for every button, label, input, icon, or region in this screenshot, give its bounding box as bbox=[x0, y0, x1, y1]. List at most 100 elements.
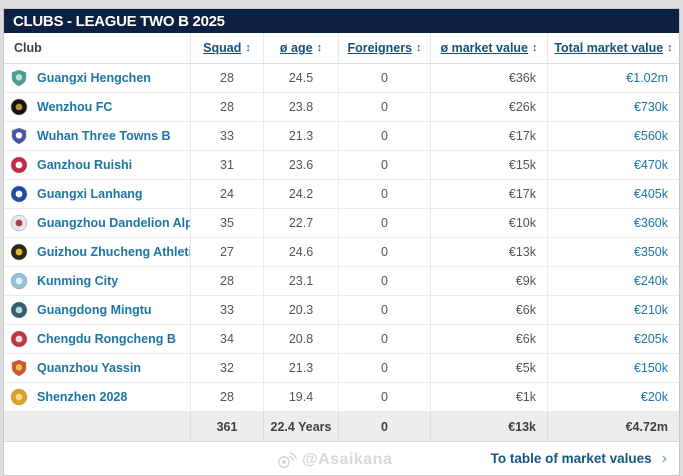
column-header-squad[interactable]: Squad ↕ bbox=[190, 33, 263, 63]
total-market-value-cell: €20k bbox=[547, 383, 679, 411]
avg-market-value-cell: €36k bbox=[430, 64, 547, 92]
squad-cell: 34 bbox=[190, 325, 263, 353]
total-market-value-link[interactable]: €210k bbox=[633, 303, 668, 317]
total-market-value-link[interactable]: €20k bbox=[640, 390, 668, 404]
foreigners-cell: 0 bbox=[338, 180, 430, 208]
table-row: Ganzhou Ruishi 31 23.6 0 €15k €470k bbox=[4, 151, 679, 180]
squad-cell: 35 bbox=[190, 209, 263, 237]
avg-market-value-cell: €13k bbox=[430, 238, 547, 266]
sort-icon[interactable]: ↕ bbox=[667, 42, 673, 54]
club-cell: Guizhou Zhucheng Athletic bbox=[4, 238, 190, 266]
squad-cell: 28 bbox=[190, 64, 263, 92]
totals-avg-market-value-cell: €13k bbox=[430, 412, 547, 441]
club-cell: Wenzhou FC bbox=[4, 93, 190, 121]
club-logo-icon bbox=[10, 301, 28, 319]
total-market-value-cell: €360k bbox=[547, 209, 679, 237]
total-market-value-link[interactable]: €1.02m bbox=[626, 71, 668, 85]
avg-age-cell: 21.3 bbox=[263, 122, 338, 150]
column-header-squad-label[interactable]: Squad bbox=[203, 41, 242, 55]
club-cell: Guangxi Lanhang bbox=[4, 180, 190, 208]
club-link[interactable]: Shenzhen 2028 bbox=[37, 390, 128, 404]
club-logo-icon bbox=[10, 98, 28, 116]
sort-icon[interactable]: ↕ bbox=[532, 42, 538, 54]
club-link[interactable]: Guangxi Lanhang bbox=[37, 187, 143, 201]
column-header-total-market-value[interactable]: Total market value ↕ bbox=[547, 33, 679, 63]
column-header-avg-market-value-label[interactable]: ø market value bbox=[440, 41, 529, 55]
total-market-value-cell: €1.02m bbox=[547, 64, 679, 92]
table-row: Shenzhen 2028 28 19.4 0 €1k €20k bbox=[4, 383, 679, 412]
avg-age-cell: 23.8 bbox=[263, 93, 338, 121]
squad-cell: 32 bbox=[190, 354, 263, 382]
table-header-row: Club Squad ↕ ø age ↕ Foreigners ↕ ø mark… bbox=[4, 33, 679, 64]
club-link[interactable]: Kunming City bbox=[37, 274, 119, 288]
club-cell: Wuhan Three Towns B bbox=[4, 122, 190, 150]
foreigners-cell: 0 bbox=[338, 267, 430, 295]
table-row: Guangxi Lanhang 24 24.2 0 €17k €405k bbox=[4, 180, 679, 209]
column-header-foreigners-label[interactable]: Foreigners bbox=[347, 41, 413, 55]
avg-age-cell: 24.5 bbox=[263, 64, 338, 92]
club-link[interactable]: Wuhan Three Towns B bbox=[37, 129, 171, 143]
market-values-link-label[interactable]: To table of market values bbox=[490, 451, 652, 466]
club-link[interactable]: Guangzhou Dandelion Alpha bbox=[37, 216, 190, 230]
squad-cell: 31 bbox=[190, 151, 263, 179]
totals-avg-age-cell: 22.4 Years bbox=[263, 412, 338, 441]
squad-cell: 33 bbox=[190, 296, 263, 324]
sort-icon[interactable]: ↕ bbox=[416, 42, 422, 54]
panel-title: CLUBS - LEAGUE TWO B 2025 bbox=[13, 12, 225, 30]
club-link[interactable]: Ganzhou Ruishi bbox=[37, 158, 133, 172]
total-market-value-cell: €560k bbox=[547, 122, 679, 150]
market-values-link[interactable]: To table of market values › bbox=[491, 450, 667, 468]
totals-foreigners-cell: 0 bbox=[338, 412, 430, 441]
foreigners-cell: 0 bbox=[338, 354, 430, 382]
sort-icon[interactable]: ↕ bbox=[316, 42, 323, 54]
club-logo-icon bbox=[10, 214, 28, 232]
chevron-right-icon: › bbox=[661, 449, 667, 467]
club-logo-icon bbox=[10, 243, 28, 261]
avg-market-value-cell: €6k bbox=[430, 325, 547, 353]
squad-cell: 24 bbox=[190, 180, 263, 208]
club-link[interactable]: Wenzhou FC bbox=[37, 100, 113, 114]
avg-age-cell: 23.6 bbox=[263, 151, 338, 179]
club-link[interactable]: Guizhou Zhucheng Athletic bbox=[37, 245, 190, 259]
club-cell: Guangzhou Dandelion Alpha bbox=[4, 209, 190, 237]
foreigners-cell: 0 bbox=[338, 383, 430, 411]
total-market-value-link[interactable]: €205k bbox=[633, 332, 668, 346]
table-row: Wuhan Three Towns B 33 21.3 0 €17k €560k bbox=[4, 122, 679, 151]
total-market-value-cell: €405k bbox=[547, 180, 679, 208]
total-market-value-link[interactable]: €150k bbox=[633, 361, 668, 375]
club-logo-icon bbox=[10, 388, 28, 406]
total-market-value-link[interactable]: €470k bbox=[633, 158, 668, 172]
avg-market-value-cell: €15k bbox=[430, 151, 547, 179]
table-row: Guizhou Zhucheng Athletic 27 24.6 0 €13k… bbox=[4, 238, 679, 267]
total-market-value-link[interactable]: €730k bbox=[633, 100, 668, 114]
club-cell: Shenzhen 2028 bbox=[4, 383, 190, 411]
sort-icon[interactable]: ↕ bbox=[245, 42, 251, 54]
total-market-value-link[interactable]: €560k bbox=[633, 129, 668, 143]
foreigners-cell: 0 bbox=[338, 122, 430, 150]
club-link[interactable]: Guangxi Hengchen bbox=[37, 71, 151, 85]
column-header-avg-age-label[interactable]: ø age bbox=[279, 41, 313, 55]
column-header-total-market-value-label[interactable]: Total market value bbox=[554, 41, 664, 55]
club-link[interactable]: Chengdu Rongcheng B bbox=[37, 332, 176, 346]
bottom-bar: @Asaikana To table of market values › bbox=[4, 442, 679, 475]
total-market-value-link[interactable]: €360k bbox=[633, 216, 668, 230]
table-row: Guangzhou Dandelion Alpha 35 22.7 0 €10k… bbox=[4, 209, 679, 238]
total-market-value-link[interactable]: €240k bbox=[633, 274, 668, 288]
total-market-value-link[interactable]: €350k bbox=[633, 245, 668, 259]
club-link[interactable]: Quanzhou Yassin bbox=[37, 361, 141, 375]
avg-age-cell: 20.8 bbox=[263, 325, 338, 353]
avg-market-value-cell: €1k bbox=[430, 383, 547, 411]
column-header-foreigners[interactable]: Foreigners ↕ bbox=[338, 33, 430, 63]
total-market-value-link[interactable]: €405k bbox=[633, 187, 668, 201]
foreigners-cell: 0 bbox=[338, 151, 430, 179]
club-logo-icon bbox=[10, 127, 28, 145]
table-row: Guangxi Hengchen 28 24.5 0 €36k €1.02m bbox=[4, 64, 679, 93]
column-header-avg-market-value[interactable]: ø market value ↕ bbox=[430, 33, 547, 63]
club-link[interactable]: Guangdong Mingtu bbox=[37, 303, 152, 317]
club-cell: Quanzhou Yassin bbox=[4, 354, 190, 382]
club-logo-icon bbox=[10, 69, 28, 87]
club-logo-icon bbox=[10, 185, 28, 203]
column-header-avg-age[interactable]: ø age ↕ bbox=[263, 33, 338, 63]
squad-cell: 28 bbox=[190, 93, 263, 121]
table-totals-row: 361 22.4 Years 0 €13k €4.72m bbox=[4, 412, 679, 442]
